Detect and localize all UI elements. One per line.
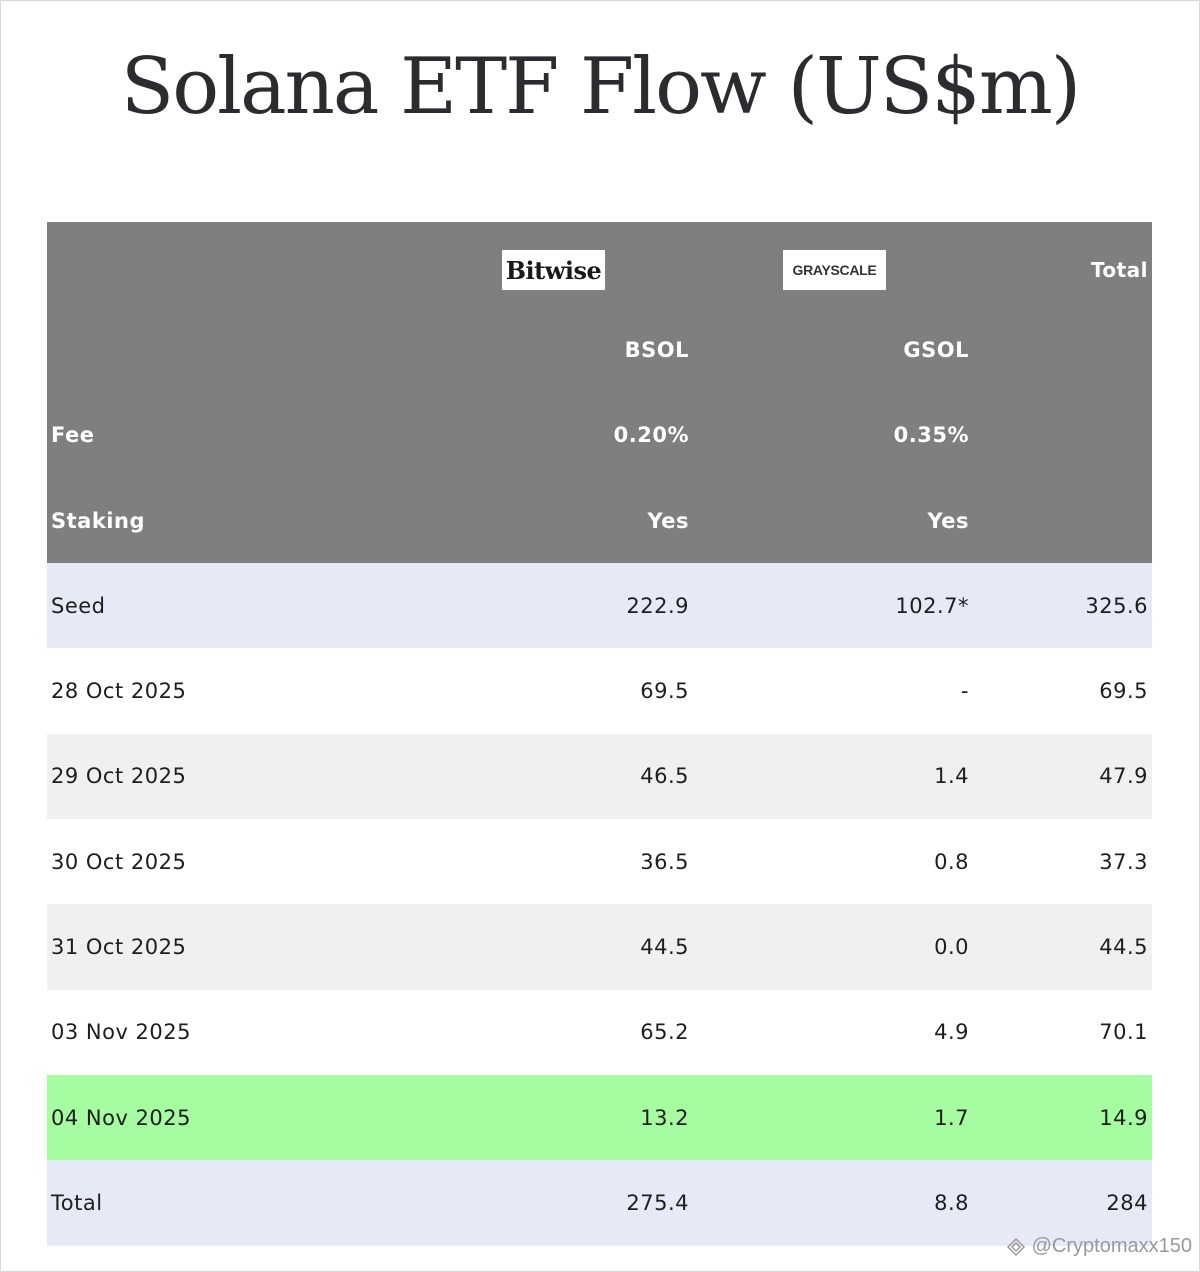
gsol-value: 1.4 — [934, 764, 969, 789]
row-label: Seed — [51, 593, 106, 618]
watermark-text: @Cryptomaxx150 — [1031, 1235, 1192, 1257]
fee-gsol: 0.35% — [893, 423, 969, 448]
table-row: 29 Oct 2025 46.5 1.4 47.9 — [47, 733, 1152, 820]
watermark: @Cryptomaxx150 — [1006, 1235, 1192, 1258]
page-title: Solana ETF Flow (US$m) — [120, 42, 1081, 132]
total-value: 14.9 — [1099, 1105, 1148, 1130]
gsol-value: 4.9 — [934, 1020, 969, 1045]
flow-table: Bitwise GRAYSCALE Total BSOL GSOL Fee 0.… — [47, 222, 1152, 1246]
gsol-value: 8.8 — [934, 1190, 969, 1215]
header-fee-row: Fee 0.20% 0.35% — [47, 392, 1152, 478]
total-value: 284 — [1106, 1190, 1148, 1215]
row-label: 04 Nov 2025 — [51, 1105, 192, 1130]
table-row: 03 Nov 2025 65.2 4.9 70.1 — [47, 989, 1152, 1075]
table-row-seed: Seed 222.9 102.7* 325.6 — [47, 563, 1152, 649]
total-value: 69.5 — [1099, 679, 1148, 704]
row-label: Total — [51, 1190, 103, 1215]
bsol-value: 69.5 — [640, 679, 689, 704]
row-label: 31 Oct 2025 — [51, 935, 187, 960]
header-ticker-row: BSOL GSOL — [47, 307, 1152, 393]
gsol-value: - — [960, 679, 969, 704]
ticker-bsol: BSOL — [624, 337, 689, 362]
header-logo-row: Bitwise GRAYSCALE Total — [47, 222, 1152, 308]
ticker-gsol: GSOL — [903, 337, 969, 362]
gsol-value: 0.8 — [934, 849, 969, 874]
row-label: 03 Nov 2025 — [51, 1020, 192, 1045]
gsol-value: 1.7 — [934, 1105, 969, 1130]
grayscale-logo: GRAYSCALE — [783, 250, 886, 290]
bitwise-logo: Bitwise — [502, 250, 605, 290]
table-row: 30 Oct 2025 36.5 0.8 37.3 — [47, 819, 1152, 905]
header-total-label: Total — [1090, 258, 1148, 282]
table-row: 28 Oct 2025 69.5 - 69.5 — [47, 648, 1152, 734]
total-value: 44.5 — [1099, 935, 1148, 960]
table-row: 31 Oct 2025 44.5 0.0 44.5 — [47, 904, 1152, 990]
total-value: 47.9 — [1099, 764, 1148, 789]
bsol-value: 36.5 — [640, 849, 689, 874]
header-staking-row: Staking Yes Yes — [47, 477, 1152, 564]
fee-bsol: 0.20% — [613, 423, 689, 448]
row-label: 29 Oct 2025 — [51, 764, 187, 789]
bsol-value: 275.4 — [626, 1190, 689, 1215]
staking-bsol: Yes — [647, 508, 689, 533]
bsol-value: 65.2 — [640, 1020, 689, 1045]
row-label: 30 Oct 2025 — [51, 849, 187, 874]
total-value: 70.1 — [1099, 1020, 1148, 1045]
total-value: 325.6 — [1085, 593, 1148, 618]
diamond-logo-icon — [1006, 1237, 1025, 1256]
bsol-value: 46.5 — [640, 764, 689, 789]
header-ticker-blank — [51, 307, 451, 392]
staking-gsol: Yes — [927, 508, 969, 533]
bsol-value: 222.9 — [626, 593, 689, 618]
fee-label: Fee — [51, 423, 95, 448]
staking-label: Staking — [51, 508, 145, 533]
gsol-value: 0.0 — [934, 935, 969, 960]
total-value: 37.3 — [1099, 849, 1148, 874]
table-row-total: Total 275.4 8.8 284 — [47, 1160, 1152, 1246]
table-row-highlight: 04 Nov 2025 13.2 1.7 14.9 — [47, 1074, 1152, 1161]
bsol-value: 44.5 — [640, 935, 689, 960]
gsol-value: 102.7* — [895, 593, 969, 618]
bsol-value: 13.2 — [640, 1105, 689, 1130]
row-label: 28 Oct 2025 — [51, 679, 187, 704]
